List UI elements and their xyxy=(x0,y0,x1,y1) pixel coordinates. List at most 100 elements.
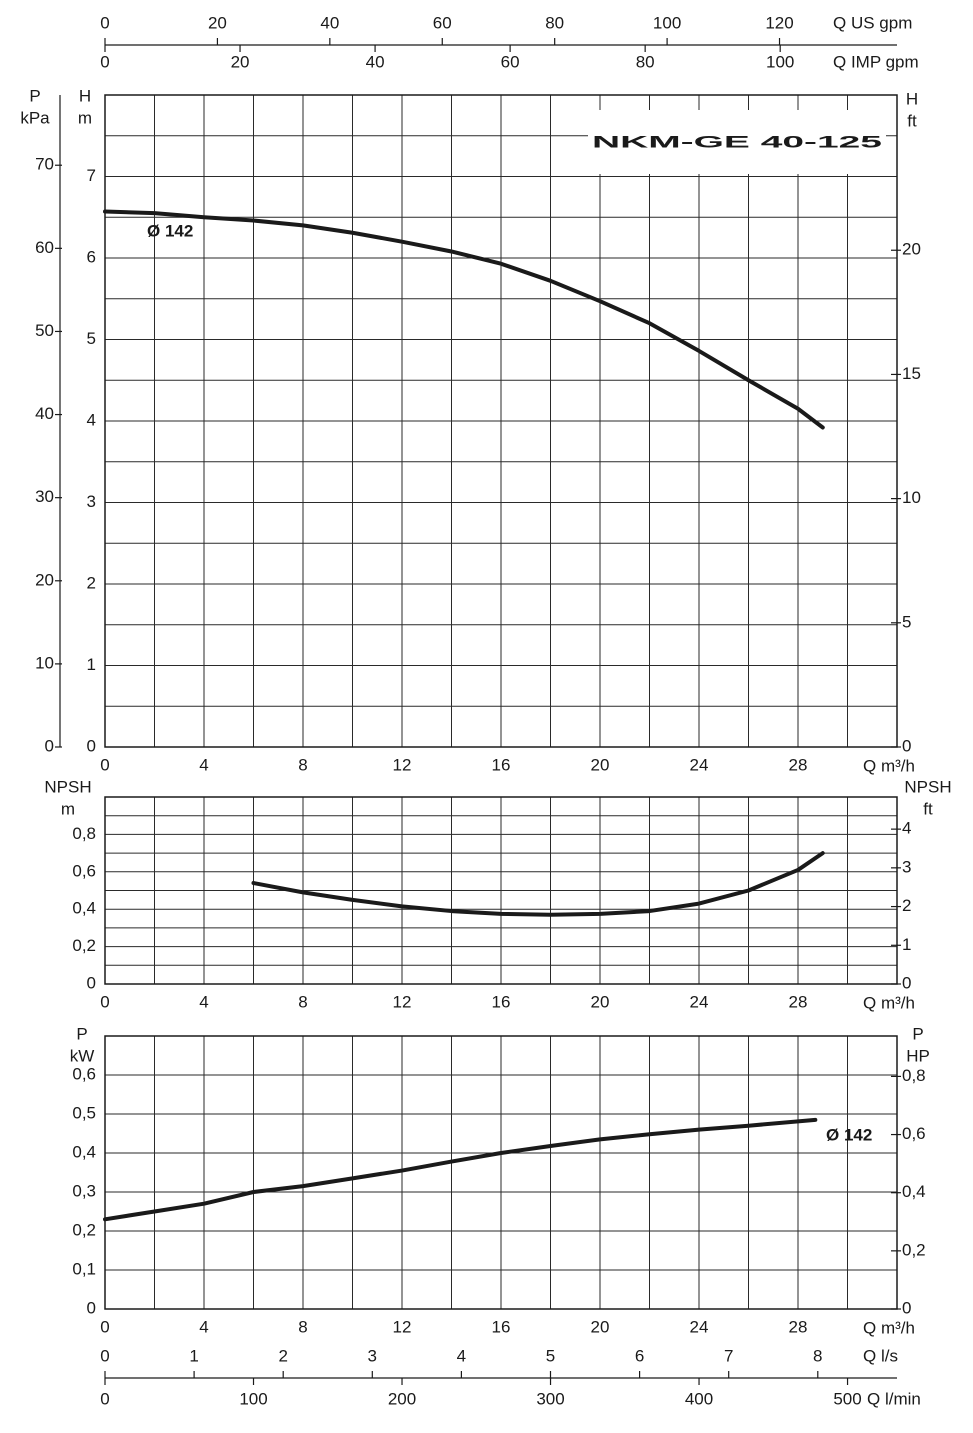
x-tick-label: 16 xyxy=(492,992,511,1011)
scale-tick-label: 1 xyxy=(189,1346,198,1365)
x-tick-label: 20 xyxy=(591,992,610,1011)
y2-tick-label: 0,6 xyxy=(902,1124,926,1143)
y3-tick-label: 40 xyxy=(35,404,54,423)
y3-tick-label: 60 xyxy=(35,238,54,257)
y-axis-title: NPSH xyxy=(44,777,91,796)
x-tick-label: 8 xyxy=(298,755,307,774)
x-tick-label: 16 xyxy=(492,1317,511,1336)
curve-label: Ø 142 xyxy=(826,1125,872,1144)
y-tick-label: 0 xyxy=(87,973,96,992)
scale-tick-label: 3 xyxy=(368,1346,377,1365)
y2-tick-label: 0 xyxy=(902,973,911,992)
curve xyxy=(251,851,825,917)
y-tick-label: 0,5 xyxy=(72,1103,96,1122)
y3-tick-label: 30 xyxy=(35,487,54,506)
y2-tick-label: 10 xyxy=(902,488,921,507)
y2-tick-label: 0,4 xyxy=(902,1182,926,1201)
chart-title: NKM-GE 40-125 xyxy=(592,132,882,151)
scale-tick-label: 200 xyxy=(388,1389,416,1408)
x-tick-label: 12 xyxy=(393,992,412,1011)
x-tick-label: 24 xyxy=(690,755,709,774)
x-tick-label: 28 xyxy=(789,755,808,774)
x-tick-label: 12 xyxy=(393,1317,412,1336)
scale-tick-label: 8 xyxy=(813,1346,822,1365)
y-tick-label: 0,3 xyxy=(72,1181,96,1200)
y-tick-label: 4 xyxy=(87,410,96,429)
scale-tick-label: 40 xyxy=(366,52,385,71)
y-tick-label: 0,1 xyxy=(72,1259,96,1278)
y2-tick-label: 1 xyxy=(902,935,911,954)
scale-tick-label: 7 xyxy=(724,1346,733,1365)
x-tick-label: 4 xyxy=(199,1317,208,1336)
y-axis-title: m xyxy=(61,799,75,818)
curve xyxy=(103,1117,818,1222)
y3-axis-title: P xyxy=(29,86,40,105)
y3-axis-title: kPa xyxy=(20,108,50,127)
scale-title: Q US gpm xyxy=(833,13,912,32)
y-tick-label: 0 xyxy=(87,1298,96,1317)
x-tick-label: 4 xyxy=(199,992,208,1011)
y-tick-label: 1 xyxy=(87,655,96,674)
scale-tick-label: 60 xyxy=(433,13,452,32)
scale-title: Q IMP gpm xyxy=(833,52,919,71)
scale-tick-label: 80 xyxy=(545,13,564,32)
y-axis-title: m xyxy=(78,108,92,127)
y-tick-label: 0,4 xyxy=(72,899,96,918)
y-tick-label: 3 xyxy=(87,492,96,511)
x-tick-label: 0 xyxy=(100,1317,109,1336)
scale-tick-label: 100 xyxy=(653,13,681,32)
y-tick-label: 0,6 xyxy=(72,1064,96,1083)
y3-tick-label: 10 xyxy=(35,653,54,672)
scale-tick-label: 0 xyxy=(100,13,109,32)
y2-tick-label: 3 xyxy=(902,857,911,876)
y2-tick-label: 0 xyxy=(902,736,911,755)
scale-tick-label: 0 xyxy=(100,1389,109,1408)
y-tick-label: 2 xyxy=(87,573,96,592)
x-tick-label: 24 xyxy=(690,992,709,1011)
x-axis-title: Q m³/h xyxy=(863,993,915,1012)
plot-frame xyxy=(104,94,898,748)
y2-axis-title: HP xyxy=(906,1046,930,1065)
scale-tick-label: 100 xyxy=(766,52,794,71)
x-tick-label: 12 xyxy=(393,755,412,774)
y2-axis-title: ft xyxy=(923,799,933,818)
y2-tick-label: 4 xyxy=(902,819,911,838)
y2-axis-title: H xyxy=(906,89,918,108)
scale-title: Q l/min xyxy=(867,1389,921,1408)
x-axis-title: Q m³/h xyxy=(863,1318,915,1337)
scale-tick-label: 0 xyxy=(100,1346,109,1365)
y-axis-title: kW xyxy=(70,1046,95,1065)
title-backdrop xyxy=(588,110,886,174)
scale-tick-label: 100 xyxy=(239,1389,267,1408)
x-tick-label: 8 xyxy=(298,992,307,1011)
x-tick-label: 0 xyxy=(100,755,109,774)
y2-axis-title: NPSH xyxy=(904,777,951,796)
y-tick-label: 0,4 xyxy=(72,1142,96,1161)
y3-tick-label: 50 xyxy=(35,321,54,340)
scale-tick-label: 6 xyxy=(635,1346,644,1365)
x-tick-label: 0 xyxy=(100,992,109,1011)
y-axis-title: H xyxy=(79,86,91,105)
x-tick-label: 8 xyxy=(298,1317,307,1336)
y3-tick-label: 0 xyxy=(45,736,54,755)
scale-tick-label: 120 xyxy=(765,13,793,32)
x-tick-label: 20 xyxy=(591,755,610,774)
scale-tick-label: 4 xyxy=(457,1346,466,1365)
scale-tick-label: 80 xyxy=(636,52,655,71)
scale-tick-label: 5 xyxy=(546,1346,555,1365)
y3-tick-label: 70 xyxy=(35,155,54,174)
scale-tick-label: 0 xyxy=(100,52,109,71)
x-tick-label: 20 xyxy=(591,1317,610,1336)
x-axis-title: Q m³/h xyxy=(863,756,915,775)
plot-frame xyxy=(104,796,898,985)
y2-tick-label: 0,8 xyxy=(902,1066,926,1085)
y-tick-label: 7 xyxy=(87,166,96,185)
y-tick-label: 0,6 xyxy=(72,861,96,880)
y-tick-label: 6 xyxy=(87,247,96,266)
scale-tick-label: 20 xyxy=(231,52,250,71)
y2-tick-label: 2 xyxy=(902,896,911,915)
y2-tick-label: 5 xyxy=(902,612,911,631)
y-tick-label: 0 xyxy=(87,736,96,755)
